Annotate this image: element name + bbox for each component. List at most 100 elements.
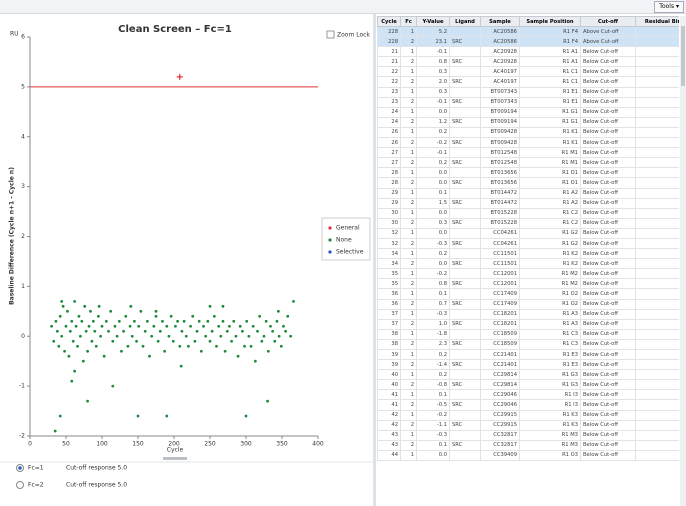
data-point [129, 304, 133, 308]
splitter[interactable] [373, 14, 376, 506]
tools-button[interactable]: Tools ▾ [654, 1, 684, 13]
data-point [100, 324, 104, 328]
table-cell: CC21401 [480, 359, 520, 371]
table-cell: None [635, 177, 679, 189]
table-cell: 34 [377, 258, 401, 270]
table-cell: None [635, 379, 679, 391]
table-cell: R1 G3 [519, 379, 581, 391]
data-point [206, 319, 210, 323]
column-header[interactable]: Sample Position [519, 16, 581, 27]
table-cell [449, 187, 481, 199]
column-header[interactable]: Fc [400, 16, 417, 27]
table-cell: None [635, 338, 679, 351]
table-cell: 32 [377, 237, 401, 250]
table-cell: CC12001 [480, 278, 520, 290]
table-cell: R1 A1 [519, 46, 581, 58]
data-point [223, 349, 227, 353]
table-cell: CC11501 [480, 248, 520, 260]
data-point [163, 349, 167, 353]
table-cell: 29 [377, 187, 401, 199]
table-cell: R1 F4 [519, 36, 581, 48]
table-cell: None [635, 197, 679, 209]
column-header[interactable]: Residual Binding [635, 16, 679, 27]
y-tick-label: 6 [21, 34, 25, 41]
table-cell: R1 O2 [519, 288, 581, 300]
table-cell: 0.3 [416, 66, 450, 78]
v-scrollbar[interactable] [680, 16, 686, 506]
data-point [97, 304, 101, 308]
table-cell: None [635, 187, 679, 199]
data-point [73, 299, 77, 303]
data-point [120, 349, 123, 353]
column-header[interactable]: Cycle [377, 16, 401, 27]
v-scroll-handle[interactable] [681, 26, 685, 86]
table-cell: 42 [377, 419, 401, 431]
table-cell: -0.1 [416, 147, 450, 159]
table-cell: SRC [449, 258, 481, 270]
data-point [52, 339, 56, 343]
data-point [107, 329, 110, 333]
column-header[interactable]: Y-Value [416, 16, 450, 27]
data-point [137, 324, 141, 328]
column-header[interactable]: Sample [480, 16, 520, 27]
data-point [53, 429, 57, 433]
table-cell: None [635, 116, 679, 128]
h-scroll-handle[interactable] [163, 457, 187, 460]
data-point [176, 319, 180, 323]
data-point [275, 319, 279, 323]
data-point [221, 304, 225, 308]
table-cell: R1 O1 [519, 167, 581, 179]
radio-fc2[interactable] [16, 481, 24, 489]
data-point [161, 319, 164, 323]
column-header[interactable]: Ligand [449, 16, 481, 27]
table-cell: BT012548 [480, 147, 520, 159]
table-cell: 2 [400, 318, 417, 330]
column-header[interactable]: Cut-off [580, 16, 636, 27]
zoom-lock-checkbox[interactable] [326, 30, 335, 39]
x-tick-label: 100 [96, 441, 108, 448]
